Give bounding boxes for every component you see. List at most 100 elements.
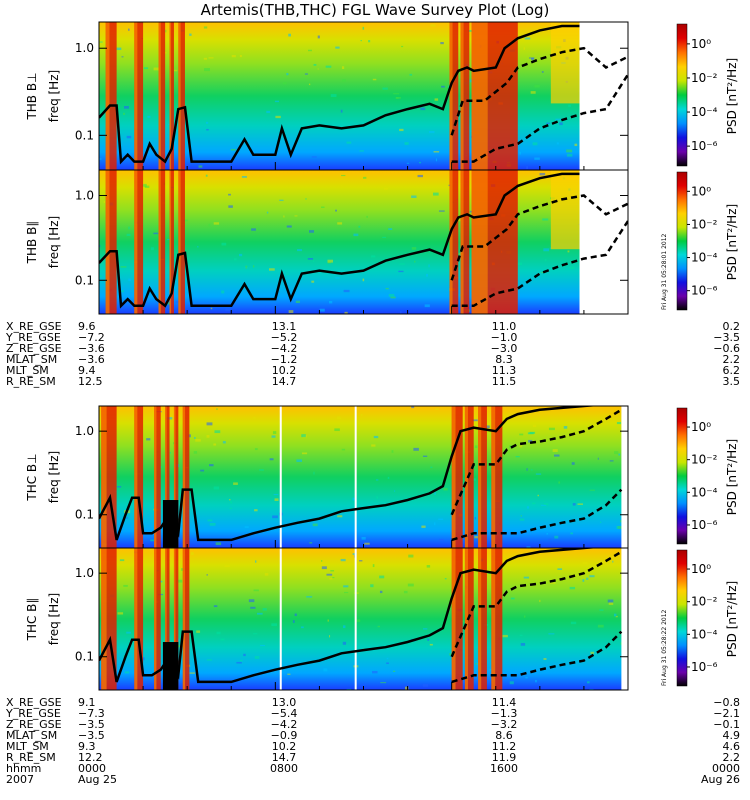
data-gap: [354, 406, 357, 548]
y-tick-label: 0.1: [75, 650, 94, 664]
ephemeris-value: 11.0: [491, 320, 517, 333]
ephemeris-row: MLT_SM 9.3 10.2 11.2 4.6: [0, 740, 750, 753]
y-tick-label: 1.0: [75, 424, 94, 438]
ephemeris-row: MLT_SM 9.4 10.2 11.3 6.2: [0, 364, 750, 377]
ephemeris-value: −0.6: [713, 342, 740, 355]
ephemeris-value: 9.4: [78, 364, 96, 377]
panel-label: THB B⊥: [25, 72, 39, 120]
red-band: [182, 406, 190, 548]
red-band: [105, 22, 117, 170]
ephemeris-value: 13.0: [271, 696, 297, 709]
ephemeris-row: Y_RE_GSE −7.2 −5.2 −1.0 −3.5: [0, 331, 750, 344]
colorbar-tick-label: 10⁰: [691, 562, 711, 576]
ephemeris-value: −0.1: [713, 718, 740, 731]
colorbar-tick-label: 10⁻⁴: [691, 105, 718, 119]
ephemeris-value: −2.1: [713, 707, 740, 720]
ephemeris-label: 2007: [6, 773, 34, 786]
no-data-region: [579, 22, 628, 170]
red-band: [460, 22, 470, 170]
ephemeris-value: −7.3: [78, 707, 105, 720]
freq-axis-label: freq [Hz]: [47, 70, 61, 122]
ephemeris-value: −5.2: [270, 331, 298, 344]
bright-band: [550, 22, 580, 104]
colorbar-tick-label: 10⁰: [691, 37, 711, 51]
half-gyro-trace: [450, 408, 623, 516]
ephemeris-value: −5.4: [270, 707, 298, 720]
ephemeris-value: −1.0: [490, 331, 518, 344]
ephemeris-label: Z_RE_GSE: [6, 342, 62, 355]
spectrogram-field: [99, 22, 628, 170]
colorbar-tick-label: 10⁻⁶: [691, 518, 718, 532]
ephemeris-value: −3.6: [78, 342, 105, 355]
tenth-gyro-trace: [451, 630, 623, 684]
red-band: [173, 406, 179, 548]
red-band: [182, 548, 190, 690]
red-band: [169, 170, 174, 314]
ephemeris-value: 1600: [490, 762, 518, 775]
colorbar-tick-label: 10⁰: [691, 420, 711, 434]
gyro-trace: [99, 172, 580, 309]
ephemeris-value: 2.2: [722, 751, 741, 764]
ephemeris-label: MLAT_SM: [6, 729, 58, 742]
ephemeris-value: −1.3: [490, 707, 518, 720]
ephemeris-row: MLAT_SM −3.5 −0.9 8.6 4.9: [0, 729, 750, 742]
ephemeris-label: MLAT_SM: [6, 353, 58, 366]
ephemeris-value: −7.2: [78, 331, 105, 344]
ephemeris-value: 11.9: [491, 751, 517, 764]
colorbar-tick-label: 10⁻²: [691, 453, 718, 467]
colorbar-tick-label: 10⁻²: [691, 217, 718, 231]
red-band: [134, 406, 144, 548]
ephemeris-value: 11.3: [491, 364, 517, 377]
ephemeris-value: 12.2: [78, 751, 103, 764]
ephemeris-value: 14.7: [271, 751, 297, 764]
ephemeris-label: Y_RE_GSE: [6, 331, 61, 344]
colorbar-tick-label: 10⁻⁴: [691, 485, 718, 499]
ephemeris-value: 0000: [712, 762, 740, 775]
no-data-region: [579, 170, 628, 314]
ephemeris-value: 2.2: [722, 353, 741, 366]
bright-band: [550, 170, 580, 250]
panel-2: [98, 405, 690, 549]
ephemeris-value: 4.6: [722, 740, 741, 753]
ephemeris-value: −3.6: [78, 353, 105, 366]
plot-title: Artemis(THB,THC) FGL Wave Survey Plot (L…: [200, 1, 550, 19]
panel-0: [98, 21, 690, 171]
freq-axis-label: freq [Hz]: [47, 216, 61, 268]
no-data-region: [621, 548, 628, 690]
ephemeris-row: MLAT_SM −3.6 −1.2 8.3 2.2: [0, 353, 750, 366]
red-band: [491, 406, 503, 548]
red-band: [451, 406, 463, 548]
ephemeris-value: 14.7: [271, 375, 297, 388]
colorbar-label: PSD [nT²/Hz]: [725, 581, 739, 657]
ephemeris-value: 0000: [78, 762, 106, 775]
ephemeris-label: Z_RE_GSE: [6, 718, 62, 731]
no-data-region: [621, 406, 628, 548]
ephemeris-value: 0.2: [722, 320, 741, 333]
ephemeris-value: −0.9: [270, 729, 298, 742]
colorbar: [676, 549, 688, 687]
colorbar-tick-label: 10⁻⁴: [691, 627, 718, 641]
ephemeris-label: Y_RE_GSE: [6, 707, 61, 720]
ephemeris-row: Z_RE_GSE −3.5 −4.2 −3.2 −0.1: [0, 718, 750, 731]
ephemeris-value: −0.8: [713, 696, 740, 709]
colorbar-tick-label: 10⁻²: [691, 595, 718, 609]
red-band: [165, 406, 170, 548]
ephemeris-value: −3.5: [78, 718, 105, 731]
ephemeris-row: hhmm 0000 0800 1600 0000: [0, 762, 750, 775]
ephemeris-value: 9.1: [78, 696, 96, 709]
ephemeris-label: MLT_SM: [6, 364, 49, 377]
ephemeris-value: 8.3: [495, 353, 513, 366]
panel-label: THC B∥: [25, 598, 39, 642]
red-band: [134, 170, 144, 314]
gyro-trace: [99, 406, 600, 542]
red-band: [451, 548, 463, 690]
ephemeris-value: 11.4: [491, 696, 517, 709]
half-gyro-trace: [450, 194, 628, 281]
ephemeris-value: 3.5: [722, 375, 741, 388]
red-band: [134, 22, 144, 170]
ephemeris-value: 6.2: [722, 364, 741, 377]
data-gap: [279, 406, 282, 548]
red-band: [154, 406, 161, 548]
red-band: [178, 22, 185, 170]
